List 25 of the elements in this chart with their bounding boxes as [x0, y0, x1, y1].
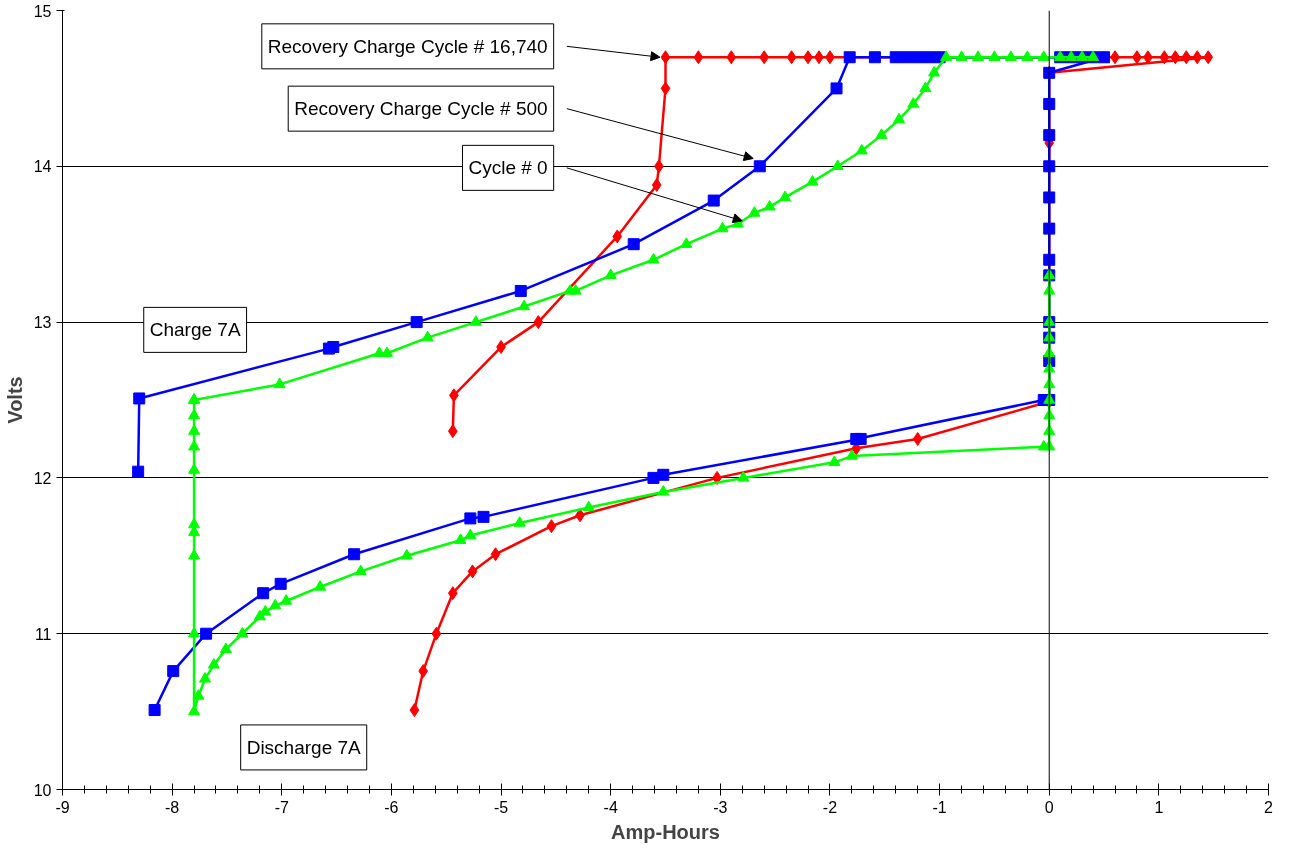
x-tick-label: -3: [713, 798, 728, 816]
y-tick-label: 13: [33, 314, 52, 332]
x-tick-label: -1: [932, 798, 947, 816]
x-tick-label: 1: [1154, 798, 1164, 816]
y-axis-title: Volts: [3, 376, 26, 424]
annotation: Discharge 7A: [246, 736, 362, 758]
x-tick-label: -4: [603, 798, 618, 816]
y-tick-label: 12: [33, 469, 52, 487]
x-tick-label: 0: [1044, 798, 1054, 816]
x-tick-label: -6: [384, 798, 399, 816]
y-tick-label: 15: [33, 2, 52, 20]
x-tick-label: -9: [55, 798, 70, 816]
annotation: Recovery Charge Cycle # 500: [294, 98, 548, 120]
annotation: Cycle # 0: [468, 157, 548, 179]
x-tick-label: -5: [493, 798, 509, 816]
annotation: Charge 7A: [149, 319, 241, 341]
x-axis-title: Amp-Hours: [611, 820, 720, 843]
x-tick-label: -7: [274, 798, 289, 816]
y-tick-label: 14: [33, 158, 52, 176]
y-tick-label: 10: [33, 781, 52, 799]
x-tick-label: 2: [1264, 798, 1274, 816]
y-tick-label: 11: [34, 625, 52, 643]
x-tick-label: -8: [165, 798, 180, 816]
annotation: Recovery Charge Cycle # 16,740: [267, 35, 548, 57]
x-tick-label: -2: [822, 798, 838, 816]
